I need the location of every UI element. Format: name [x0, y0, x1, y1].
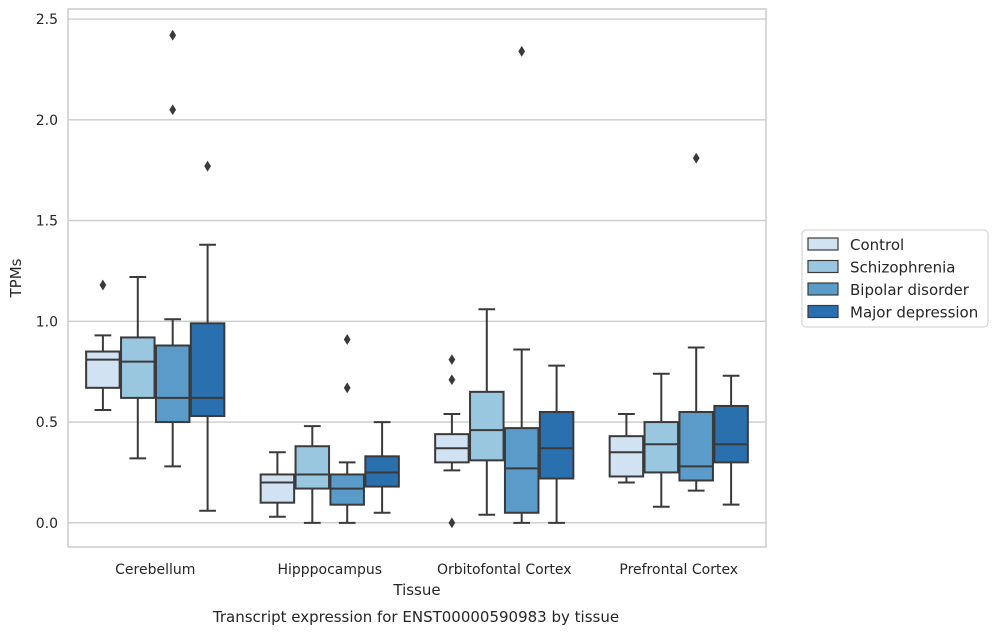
box-group: [154, 29, 191, 468]
box-group: [608, 413, 645, 484]
legend-frame: [801, 229, 989, 328]
box: [503, 427, 540, 514]
box-group: [469, 308, 505, 516]
legend-label: Major depression: [850, 304, 978, 322]
box-group: [120, 275, 156, 460]
box: [678, 410, 714, 482]
box: [364, 455, 400, 488]
box: [85, 350, 121, 389]
box-group: [713, 374, 749, 506]
plot-frame: [67, 8, 767, 548]
y-tick-label: 0.5: [36, 415, 58, 431]
y-tick-label: 0.0: [36, 516, 58, 532]
outlier-point: [169, 104, 177, 116]
outlier-point: [448, 374, 456, 386]
box-group: [329, 334, 365, 524]
box: [154, 344, 191, 424]
box: [259, 473, 296, 504]
x-tick-label: Orbitofontal Cortex: [437, 562, 572, 578]
legend-swatch: [807, 237, 839, 251]
x-tick-label: Prefrontal Cortex: [619, 562, 738, 578]
legend: Control Schizophrenia Bipolar disorder Majo…: [801, 229, 989, 328]
box-group: [538, 364, 575, 524]
y-tick-label: 1.5: [36, 214, 58, 230]
legend-swatch: [807, 282, 839, 296]
outlier-point: [99, 279, 107, 291]
box: [120, 336, 156, 399]
outlier-point: [448, 354, 456, 366]
outlier-point: [169, 29, 177, 41]
outlier-point: [518, 45, 526, 57]
box-group: [189, 160, 226, 512]
box-group: [294, 425, 331, 524]
y-axis-label: TPMs: [7, 258, 25, 298]
box-group: [678, 152, 714, 492]
x-tick-labels: Cerebellum Hipppocampus Orbitofontal Corte…: [115, 562, 738, 578]
outlier-point: [692, 152, 700, 164]
box: [469, 390, 505, 462]
box: [189, 322, 226, 418]
y-tick-labels: 0.0 0.5 1.0 1.5 2.0 2.5: [36, 12, 58, 532]
box: [294, 445, 331, 490]
box-group: [259, 451, 296, 518]
x-tick-label: Cerebellum: [115, 562, 195, 578]
outlier-point: [343, 382, 351, 394]
y-tick-label: 2.5: [36, 12, 58, 28]
box-groups: [85, 29, 749, 529]
x-tick-label: Hipppocampus: [277, 562, 382, 578]
chart-caption: Transcript expression for ENST0000059098…: [212, 608, 619, 626]
box-group: [85, 279, 121, 411]
box: [713, 404, 749, 464]
legend-label: Control: [850, 236, 904, 254]
box: [643, 421, 680, 474]
legend-label: Bipolar disorder: [850, 281, 970, 299]
y-tick-label: 1.0: [36, 314, 58, 330]
box: [538, 410, 575, 480]
outlier-point: [204, 160, 211, 172]
legend-swatch: [807, 304, 839, 319]
box: [608, 435, 645, 478]
outlier-point: [343, 334, 351, 345]
y-tick-label: 2.0: [36, 113, 58, 129]
x-axis-label: Tissue: [392, 581, 440, 599]
box-group: [503, 45, 540, 524]
outlier-point: [448, 517, 456, 529]
legend-swatch: [807, 259, 839, 274]
box-group: [643, 372, 680, 508]
legend-label: Schizophrenia: [850, 259, 955, 277]
box-group: [434, 354, 470, 529]
box: [329, 473, 365, 506]
box-group: [364, 421, 400, 514]
